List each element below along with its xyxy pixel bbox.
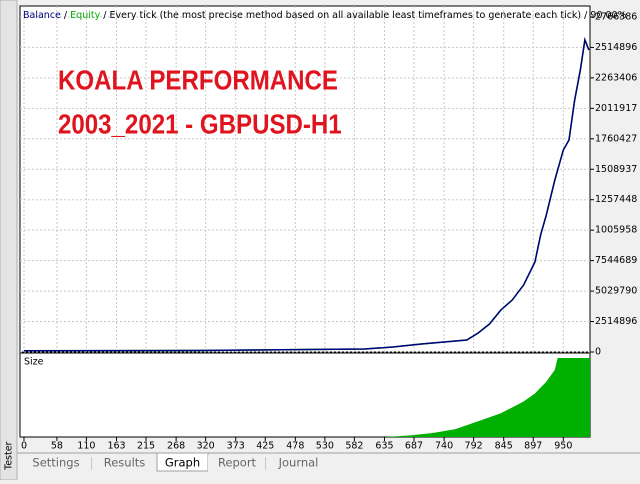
y-tick-label: 1760427 — [595, 133, 637, 144]
legend-equity: Equity — [70, 10, 100, 21]
y-tick-label: 2011917 — [595, 103, 637, 114]
x-tick-label: 373 — [227, 441, 245, 452]
y-tick-label: 2514896 — [595, 42, 637, 53]
x-tick-label: 163 — [107, 441, 125, 452]
side-label: Tester — [4, 441, 15, 471]
x-tick-label: 478 — [286, 441, 304, 452]
annotation: KOALA PERFORMANCE — [58, 64, 338, 96]
tabs: Settings Results Graph Report Journal — [20, 452, 331, 473]
x-tick-label: 215 — [137, 441, 155, 452]
y-tick-label: 7544689 — [595, 255, 637, 266]
x-tick-label: 635 — [375, 441, 393, 452]
plot: 0 2514896 5029790 7544689 1005958 1257448 1508… — [20, 6, 637, 452]
tab[interactable] — [92, 455, 157, 473]
legend-balance: Balance — [23, 10, 61, 21]
y-tick-label: 1508937 — [595, 164, 637, 175]
tab[interactable] — [266, 455, 331, 473]
size-label: Size — [24, 357, 44, 368]
x-tick-label: 320 — [197, 441, 215, 452]
y-tick-label: 1257448 — [595, 194, 637, 205]
tab-label[interactable]: Results — [104, 456, 146, 470]
y-tick-label: 0 — [595, 347, 601, 358]
x-tick-label: 582 — [345, 441, 363, 452]
x-tick-label: 0 — [21, 441, 27, 452]
chart-area — [19, 5, 591, 353]
x-tick-label: 740 — [435, 441, 453, 452]
y-tick-label: 2766386 — [595, 11, 637, 22]
mode: Every tick (the most precise method base… — [109, 10, 581, 21]
series-line — [23, 37, 590, 352]
x-tick-label: 792 — [465, 441, 483, 452]
tab-label[interactable]: Report — [218, 456, 257, 470]
header: Balance / Equity / Every tick (the most … — [23, 10, 627, 21]
tab-label[interactable]: Graph — [165, 456, 200, 470]
y-tick-label: 2263406 — [595, 72, 637, 83]
tab[interactable] — [208, 455, 266, 473]
x-tick-label: 530 — [316, 441, 334, 452]
side-strip — [0, 0, 18, 481]
x-tick-label: 58 — [51, 441, 63, 452]
y-tick-label: 5029790 — [595, 286, 637, 297]
y-tick-label: 1005958 — [595, 225, 637, 236]
separator: / — [584, 10, 588, 21]
x-tick-label: 687 — [405, 441, 423, 452]
x-tick-label: 268 — [167, 441, 185, 452]
x-tick-label: 845 — [495, 441, 513, 452]
tab-label[interactable]: Journal — [278, 456, 319, 470]
separator: / — [103, 10, 107, 21]
x-tick-label: 897 — [524, 441, 542, 452]
x-tick-label: 425 — [256, 441, 274, 452]
annotation: 2003_2021 - GBPUSD-H1 — [58, 108, 342, 140]
size-area — [384, 358, 590, 437]
y-tick-label: 2514896 — [595, 316, 637, 327]
x-tick-label: 950 — [554, 441, 572, 452]
tab-label[interactable]: Settings — [32, 456, 79, 470]
separator: / — [64, 10, 68, 21]
quality: 90.00% — [590, 10, 626, 21]
tab[interactable] — [20, 455, 92, 473]
x-tick-label: 110 — [77, 441, 95, 452]
